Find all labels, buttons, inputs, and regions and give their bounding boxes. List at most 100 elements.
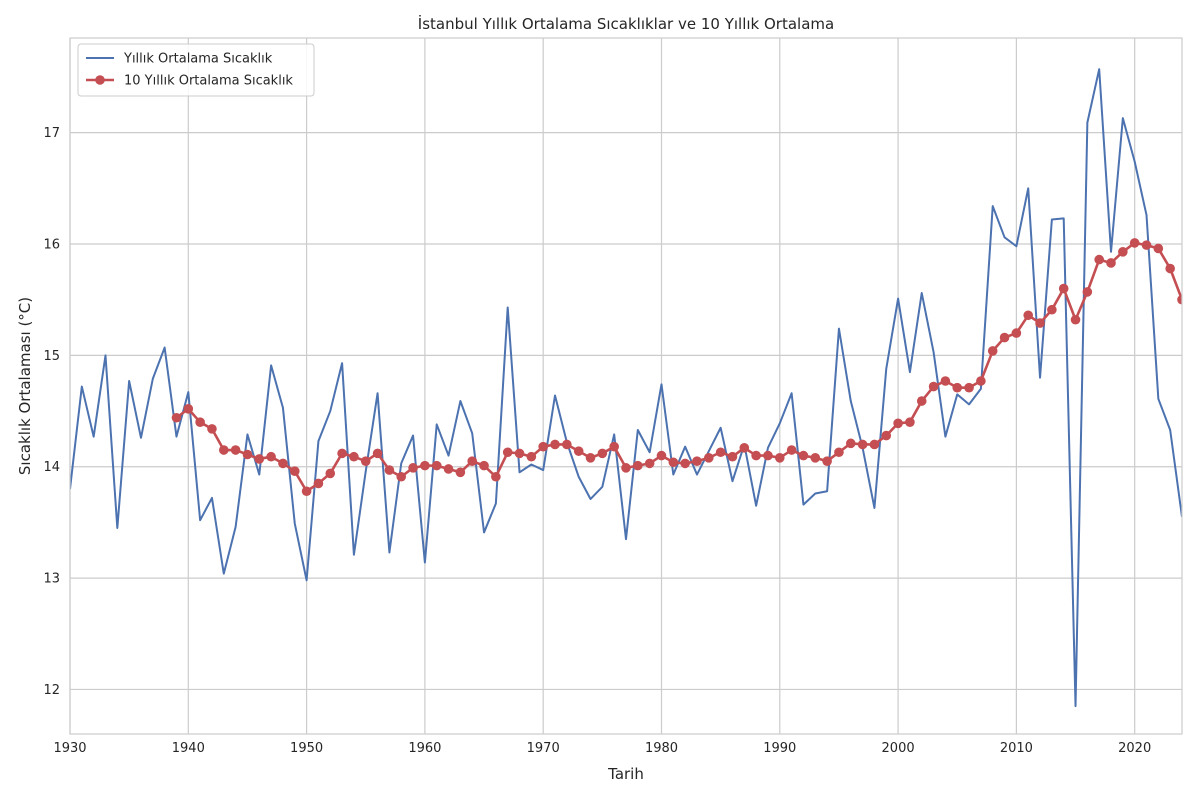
rolling-average-point	[349, 451, 359, 462]
rolling-average-point	[999, 332, 1010, 343]
chart-title: İstanbul Yıllık Ortalama Sıcaklıklar ve …	[418, 14, 834, 33]
x-tick-label: 1960	[408, 741, 441, 756]
rolling-average-point	[1047, 304, 1057, 315]
x-tick-label: 2010	[1000, 741, 1033, 756]
rolling-average-point	[360, 456, 371, 466]
rolling-average-point	[786, 445, 797, 455]
y-tick-label: 12	[43, 683, 60, 698]
rolling-average-point	[278, 458, 288, 469]
rolling-average-point	[798, 450, 809, 461]
x-axis-label: Tarih	[607, 765, 644, 783]
rolling-average-point	[408, 463, 418, 473]
rolling-average-point	[609, 441, 619, 452]
rolling-average-point	[869, 439, 880, 450]
rolling-average-point	[562, 439, 572, 450]
rolling-average-point	[928, 381, 939, 392]
rolling-average-point	[384, 465, 395, 475]
rolling-average-point	[526, 451, 537, 462]
rolling-average-point	[774, 453, 785, 463]
legend-rolling-label: 10 Yıllık Ortalama Sıcaklık	[124, 74, 293, 89]
rolling-average-point	[845, 438, 856, 449]
rolling-average-point	[1035, 318, 1045, 328]
y-tick-label: 17	[43, 126, 60, 141]
rolling-average-point	[1177, 294, 1182, 305]
rolling-average-point	[1082, 287, 1093, 297]
rolling-average-point	[431, 460, 442, 471]
rolling-average-point	[254, 454, 265, 464]
rolling-average-point	[952, 382, 963, 393]
rolling-average-point	[585, 453, 596, 463]
rolling-average-point	[396, 471, 407, 482]
rolling-average-point	[633, 460, 643, 471]
rolling-average-point	[230, 445, 241, 455]
y-tick-label: 13	[43, 572, 60, 587]
rolling-average-point	[916, 396, 927, 406]
rolling-average-point	[1070, 314, 1081, 325]
rolling-average-point	[538, 441, 548, 452]
rolling-average-point	[514, 448, 525, 459]
rolling-average-point	[1023, 310, 1034, 321]
rolling-average-point	[491, 471, 501, 482]
rolling-average-point	[183, 404, 194, 414]
x-tick-label: 1930	[53, 741, 86, 756]
tick-layer: 1930 1940 1950 1960 1970 1980 1990 2000 2010 2020…	[43, 126, 1151, 756]
rolling-average-point	[218, 445, 229, 455]
series-layer	[70, 68, 1182, 708]
rolling-average-point	[420, 460, 430, 471]
rolling-average-point	[1129, 238, 1140, 248]
rolling-average-point	[727, 451, 738, 462]
rolling-average-point	[715, 447, 726, 458]
rolling-average-point	[834, 447, 844, 458]
rolling-average-point	[704, 453, 714, 463]
x-tick-label: 2000	[882, 741, 915, 756]
rolling-average-point	[1011, 328, 1022, 338]
x-tick-label: 1990	[763, 741, 796, 756]
rolling-average-point	[976, 376, 986, 386]
rolling-average-point	[881, 430, 892, 441]
rolling-average-point	[337, 448, 347, 459]
rolling-average-point	[810, 453, 821, 463]
y-axis-label: Sıcaklık Ortalaması (°C)	[16, 297, 34, 475]
legend-rolling-marker	[95, 75, 105, 85]
rolling-average-point	[1165, 263, 1175, 274]
rolling-average-point	[1141, 240, 1152, 250]
rolling-average-point	[905, 417, 915, 427]
rolling-average-point	[987, 346, 998, 356]
rolling-average-point	[479, 460, 489, 471]
plot-frame	[69, 37, 1183, 735]
rolling-average-point	[301, 486, 312, 497]
rolling-average-point	[242, 449, 253, 460]
rolling-average-point	[1106, 258, 1116, 268]
rolling-average-point	[1058, 283, 1069, 294]
rolling-average-point	[940, 376, 951, 386]
rolling-average-point	[207, 424, 217, 434]
rolling-average-point	[597, 448, 608, 459]
y-tick-label: 15	[43, 349, 60, 364]
x-tick-label: 1950	[290, 741, 323, 756]
rolling-average-point	[171, 412, 182, 423]
rolling-average-point	[1094, 254, 1104, 265]
y-tick-label: 16	[43, 238, 60, 253]
rolling-average-point	[502, 447, 513, 458]
rolling-average-point	[550, 439, 560, 450]
rolling-average-point	[325, 468, 336, 479]
rolling-average-point	[195, 417, 205, 427]
rolling-average-point	[1118, 247, 1128, 257]
x-tick-label: 1940	[172, 741, 205, 756]
rolling-average-point	[964, 382, 974, 393]
rolling-average-point	[644, 458, 655, 469]
rolling-average-point	[467, 456, 478, 466]
rolling-average-point	[763, 450, 773, 461]
rolling-average-point	[1153, 243, 1164, 254]
rolling-average-point	[443, 464, 454, 474]
legend-annual-label: Yıllık Ortalama Sıcaklık	[123, 52, 273, 67]
rolling-average-point	[372, 448, 383, 459]
rolling-average-point	[739, 443, 750, 453]
x-tick-label: 1970	[527, 741, 560, 756]
rolling-average-point	[692, 456, 702, 466]
rolling-average-point	[656, 450, 667, 461]
x-tick-label: 1980	[645, 741, 678, 756]
rolling-average-point	[751, 450, 761, 461]
